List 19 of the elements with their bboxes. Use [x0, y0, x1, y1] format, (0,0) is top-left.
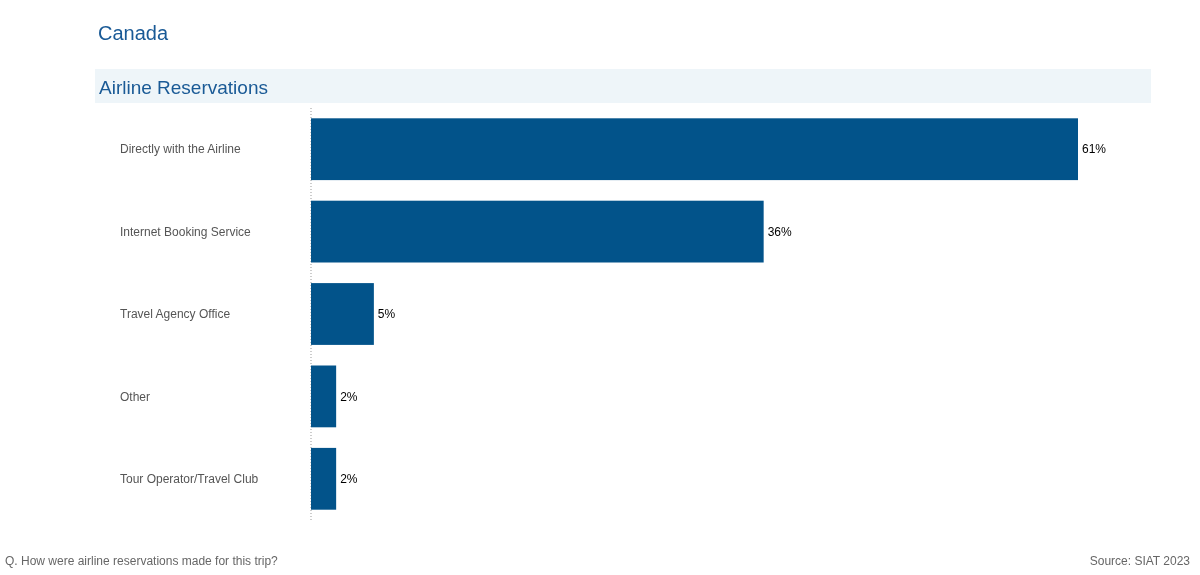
bar [311, 365, 337, 428]
data-label: 61% [1082, 142, 1107, 157]
y-tick-label: Directly with the Airline [120, 142, 242, 157]
data-label: 5% [377, 307, 396, 322]
source-note: Source: SIAT 2023 [1089, 554, 1191, 568]
data-label: 2% [340, 389, 358, 404]
bar [311, 447, 337, 510]
y-tick-label: Tour Operator/Travel Club [120, 472, 259, 486]
y-tick-label: Internet Booking Service [120, 224, 252, 239]
y-tick-label: Travel Agency Office [120, 307, 231, 322]
text: Canada [98, 22, 169, 44]
bar [311, 200, 764, 263]
data-label: 36% [767, 224, 792, 239]
bar [311, 283, 374, 345]
y-tick-label: Other [120, 389, 151, 404]
chart-subtitle: Airline Reservations [99, 77, 268, 98]
data-label: 2% [340, 472, 358, 486]
bar [311, 118, 1078, 181]
text: Q. How were airline reservations made for this trip? [5, 554, 279, 568]
